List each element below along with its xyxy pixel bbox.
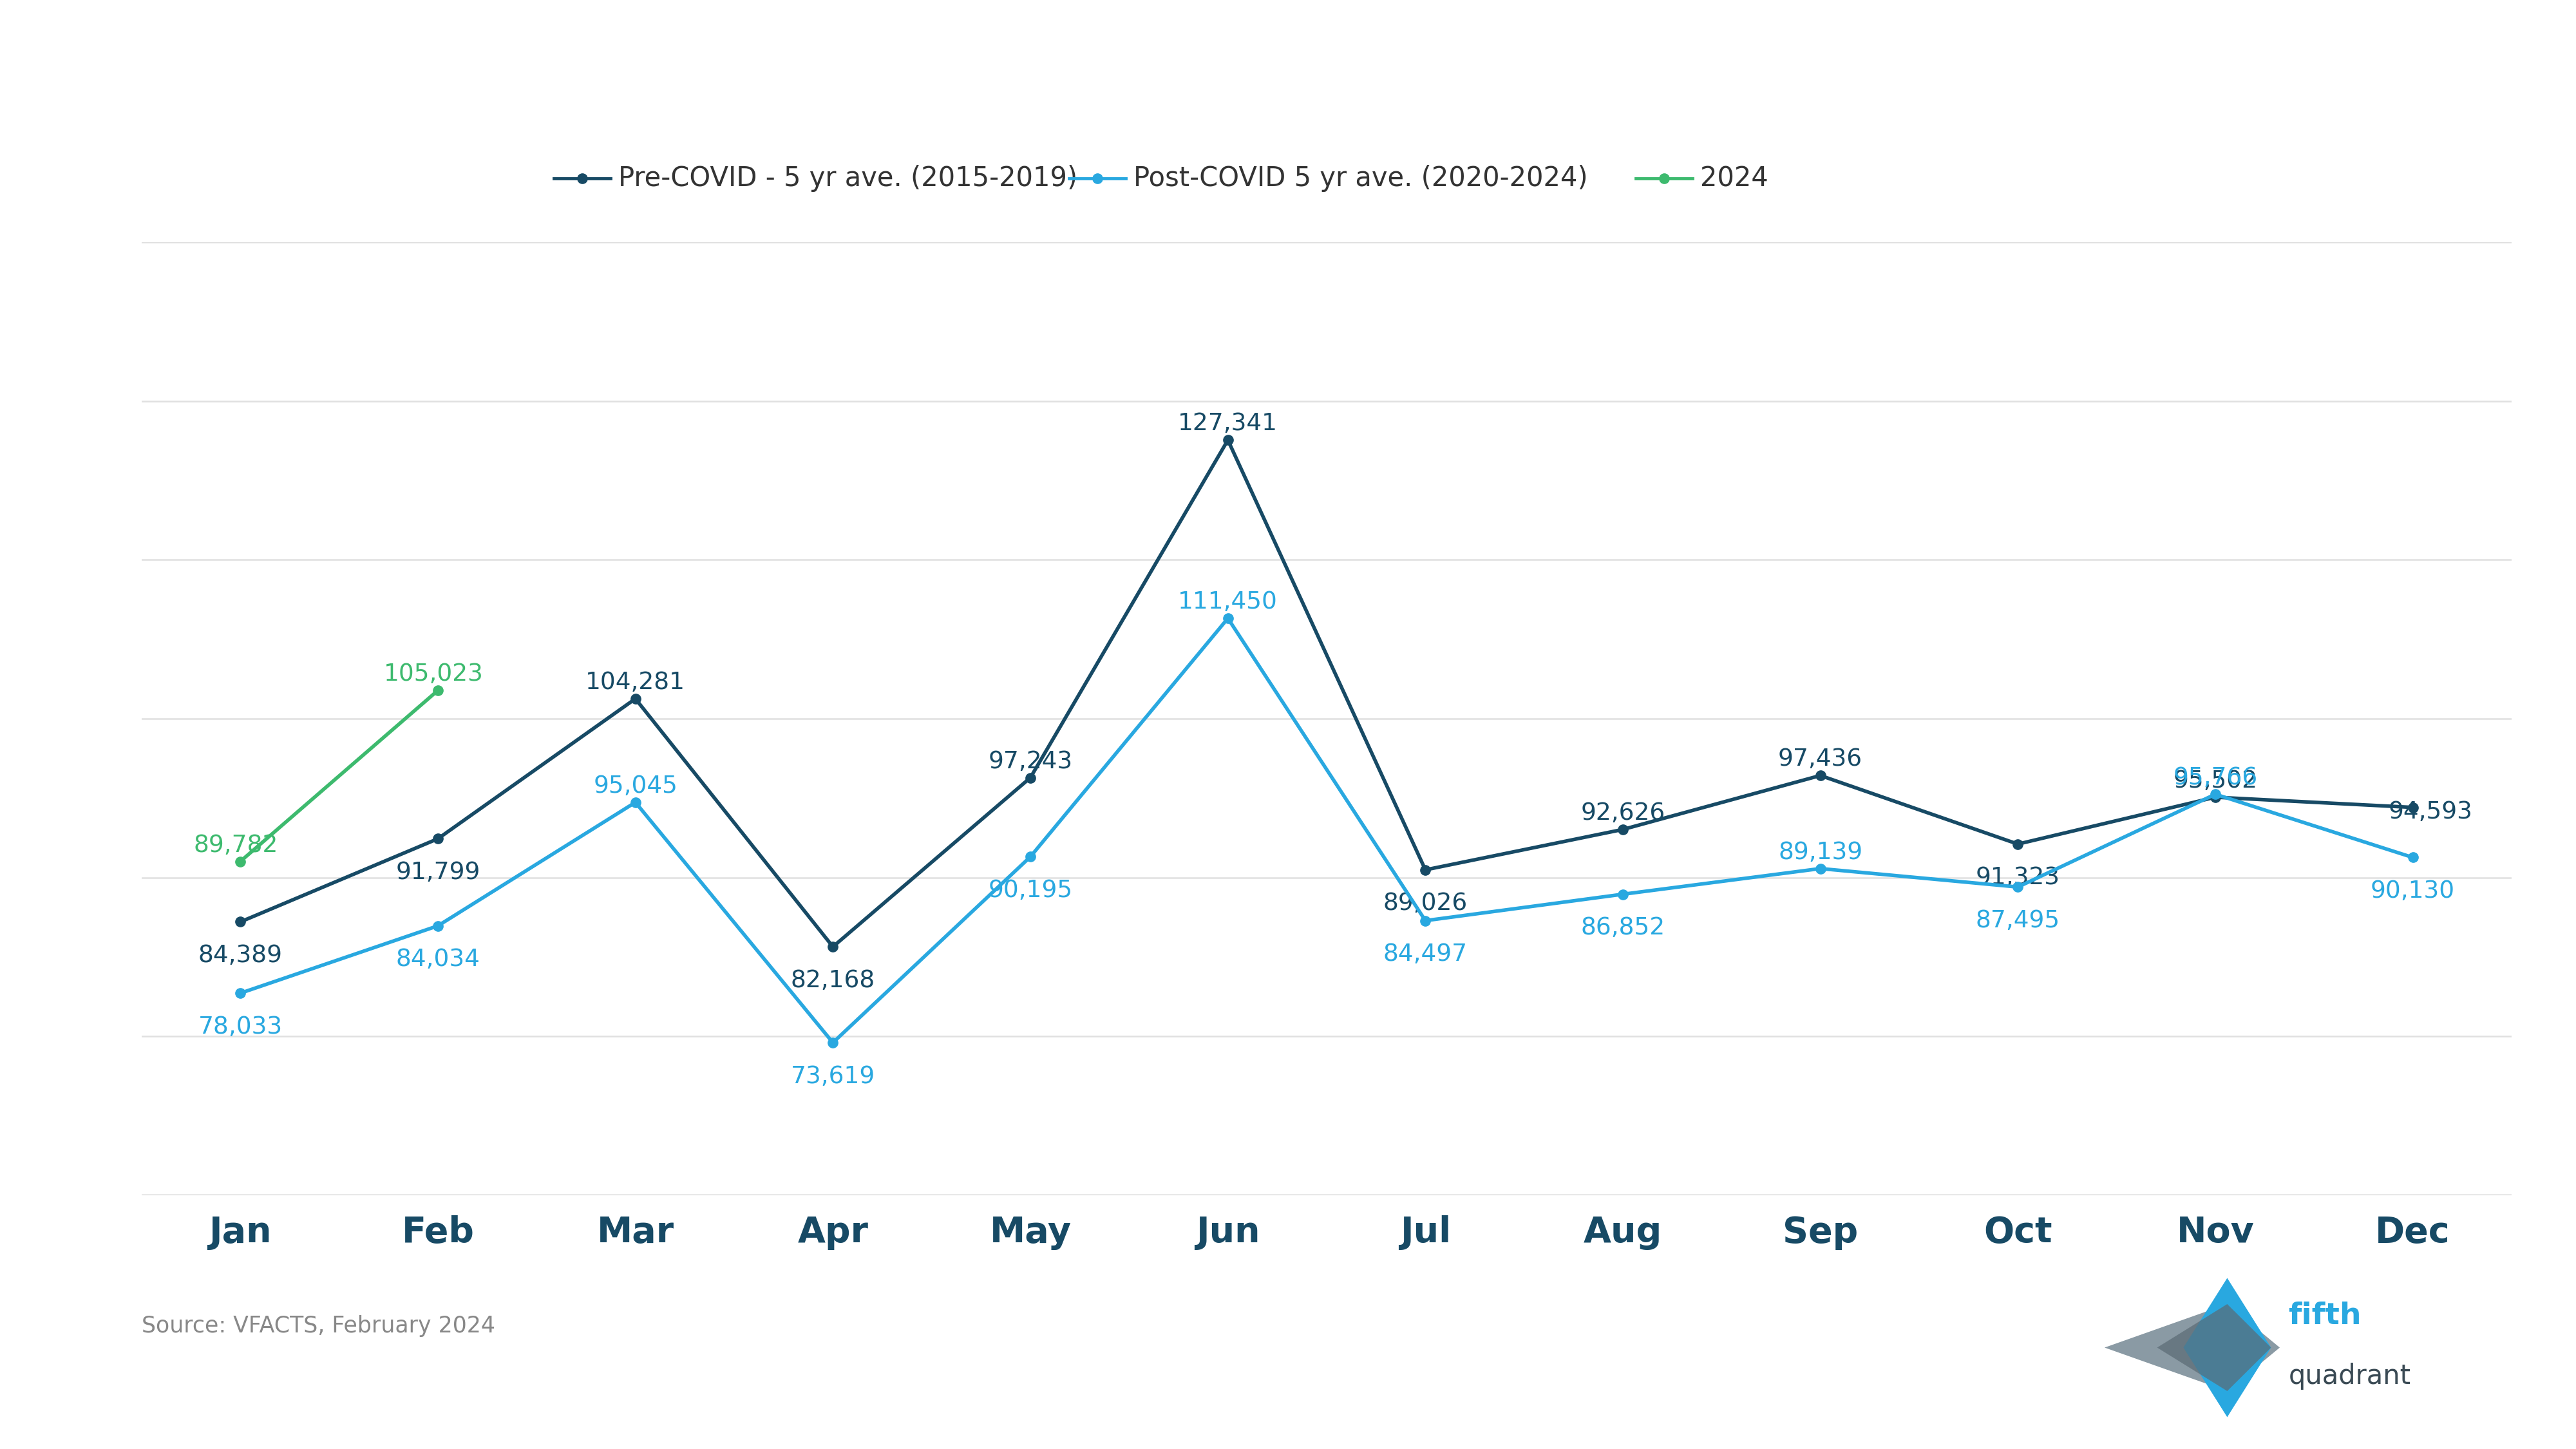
- Text: 91,323: 91,323: [1976, 867, 2061, 890]
- Text: 90,195: 90,195: [989, 880, 1072, 903]
- Text: 87,495: 87,495: [1976, 910, 2061, 933]
- Text: 90,130: 90,130: [2370, 880, 2455, 903]
- Text: 127,341: 127,341: [1177, 413, 1278, 436]
- Text: 2024: 2024: [1700, 165, 1767, 193]
- Text: 111,450: 111,450: [1177, 591, 1278, 614]
- Polygon shape: [2156, 1304, 2272, 1391]
- Polygon shape: [2184, 1278, 2272, 1417]
- Text: 82,168: 82,168: [791, 969, 876, 993]
- Text: 97,243: 97,243: [989, 751, 1072, 774]
- Text: 84,389: 84,389: [198, 945, 283, 968]
- Text: 92,626: 92,626: [1582, 801, 1664, 824]
- Text: 97,436: 97,436: [1777, 748, 1862, 771]
- Text: 104,281: 104,281: [585, 671, 685, 694]
- Text: 84,497: 84,497: [1383, 943, 1468, 966]
- Text: 94,593: 94,593: [2388, 800, 2473, 823]
- Text: 95,502: 95,502: [2174, 769, 2257, 793]
- Text: Source: VFACTS, February 2024: Source: VFACTS, February 2024: [142, 1314, 495, 1337]
- Text: 89,782: 89,782: [193, 833, 278, 856]
- Text: 89,026: 89,026: [1383, 893, 1468, 916]
- Text: 89,139: 89,139: [1777, 840, 1862, 864]
- Text: 86,852: 86,852: [1582, 917, 1664, 940]
- Text: 84,034: 84,034: [397, 948, 479, 971]
- Text: Pre-COVID - 5 yr ave. (2015-2019): Pre-COVID - 5 yr ave. (2015-2019): [618, 165, 1077, 193]
- Text: 95,766: 95,766: [2174, 767, 2257, 790]
- Text: 95,045: 95,045: [592, 775, 677, 798]
- Text: quadrant: quadrant: [2287, 1364, 2411, 1390]
- Text: 105,023: 105,023: [384, 662, 484, 685]
- Text: 78,033: 78,033: [198, 1016, 283, 1039]
- Text: 91,799: 91,799: [397, 861, 479, 884]
- Text: fifth: fifth: [2287, 1301, 2362, 1330]
- Polygon shape: [2105, 1304, 2280, 1391]
- Text: 73,619: 73,619: [791, 1065, 876, 1088]
- Text: New Vehicle Sales | Monthly Average Sales: New Vehicle Sales | Monthly Average Sale…: [683, 38, 1893, 90]
- Text: Post-COVID 5 yr ave. (2020-2024): Post-COVID 5 yr ave. (2020-2024): [1133, 165, 1587, 193]
